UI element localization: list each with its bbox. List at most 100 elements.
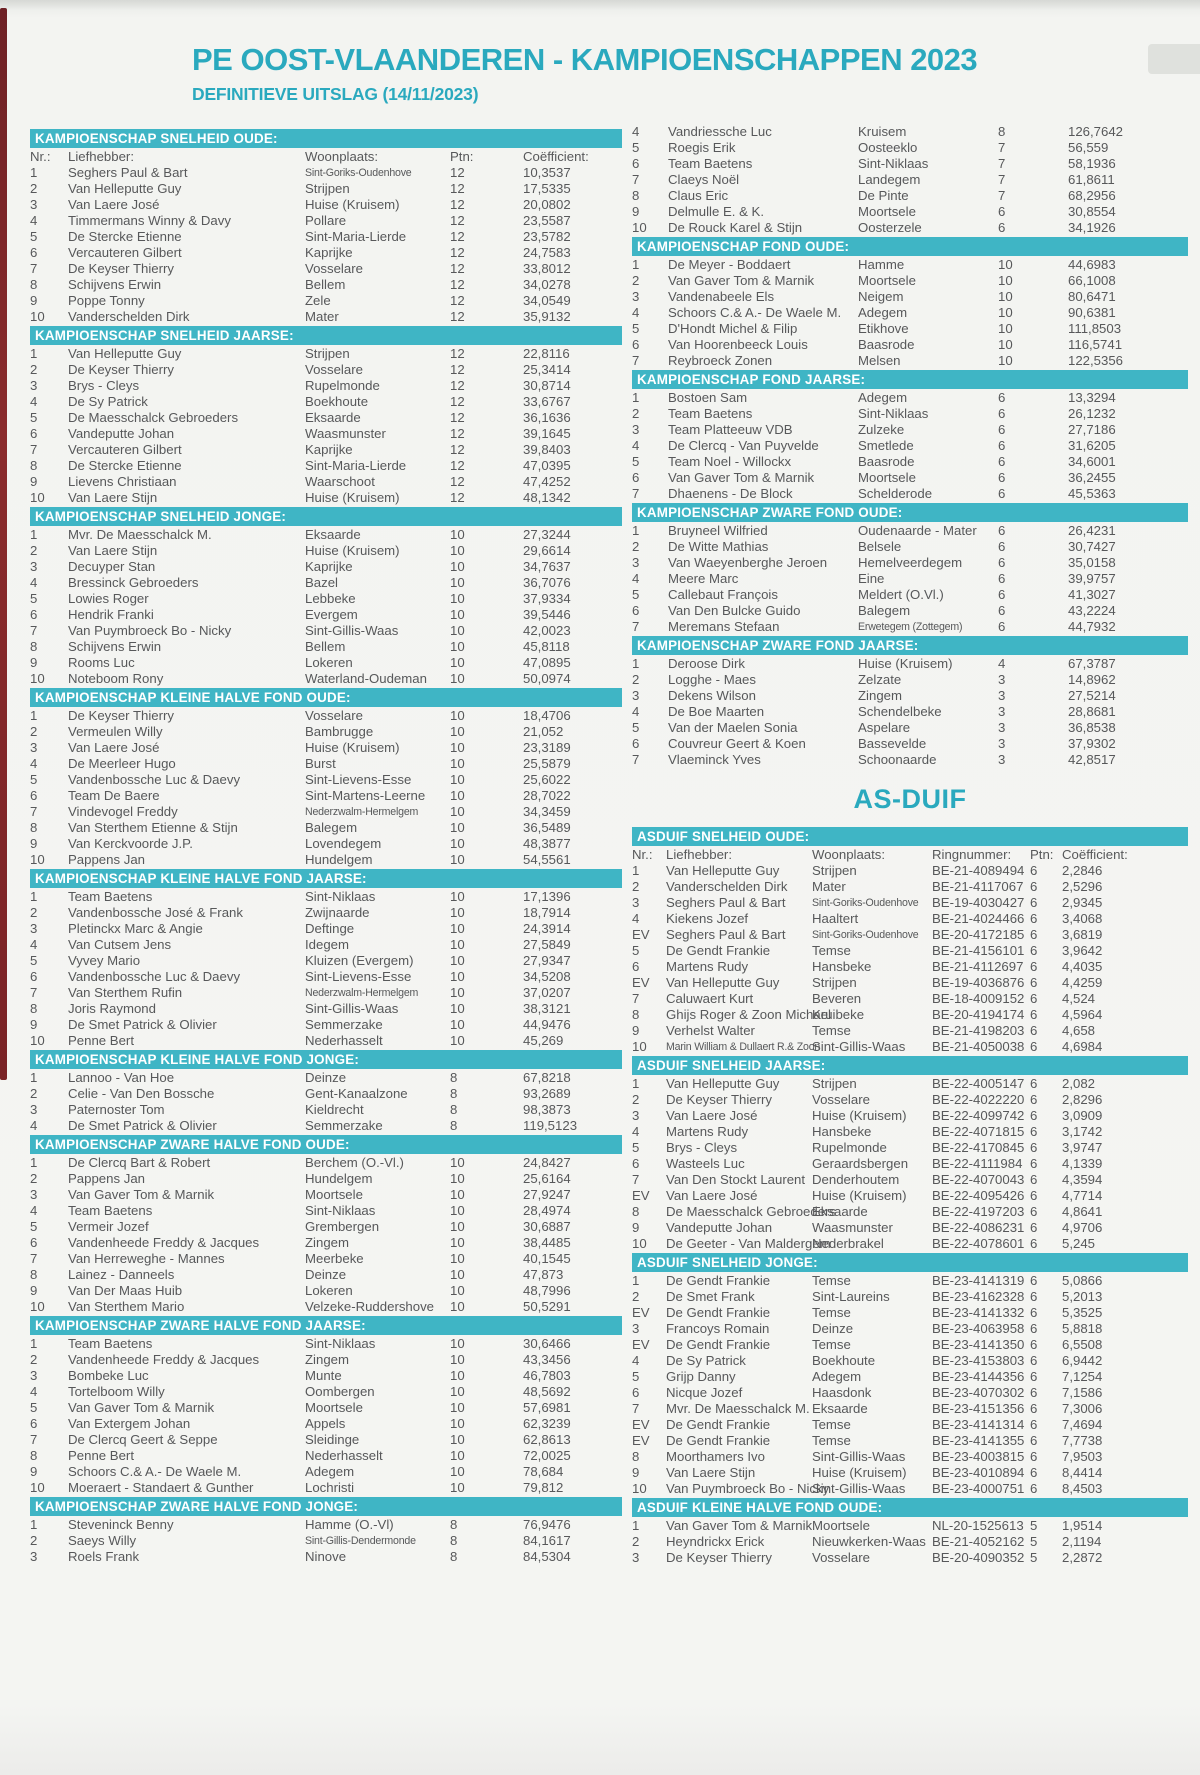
rank-cell: 2 bbox=[30, 1533, 38, 1548]
place-cell: Lokeren bbox=[305, 1283, 353, 1298]
place-cell: Hansbeke bbox=[812, 959, 872, 974]
rank-cell: 2 bbox=[632, 273, 640, 288]
championship-section: KAMPIOENSCHAP SNELHEID JONGE: 1 Mvr. De Ma… bbox=[30, 507, 622, 687]
table-row: 2 Van Helleputte Guy Strijpen 12 17,5335 bbox=[30, 181, 622, 197]
rank-cell: 5 bbox=[632, 454, 640, 469]
coef-cell: 72,0025 bbox=[523, 1448, 571, 1463]
section-header-band: KAMPIOENSCHAP FOND JAARSE: bbox=[632, 370, 1188, 389]
table-row: 8 De Stercke Etienne Sint-Maria-Lierde 12 47… bbox=[30, 458, 622, 474]
table-row: 9 Van Der Maas Huib Lokeren 10 48,7996 bbox=[30, 1283, 622, 1299]
table-row: 10 Marin William & Dullaert R.& Zoon Sint-… bbox=[632, 1039, 1188, 1055]
rank-cell: EV bbox=[632, 1305, 650, 1320]
table-row: 8 Moorthamers Ivo Sint-Gillis-Waas BE-23-40… bbox=[632, 1449, 1188, 1465]
table-row: 10 De Rouck Karel & Stijn Oosterzele 6 34,19… bbox=[632, 220, 1188, 236]
ptn-cell: 7 bbox=[998, 140, 1006, 155]
table-row: EV De Gendt Frankie Temse BE-23-4141355 6 7,7… bbox=[632, 1433, 1188, 1449]
table-row: 2 De Witte Mathias Belsele 6 30,7427 bbox=[632, 539, 1188, 555]
rank-cell: 9 bbox=[30, 1283, 38, 1298]
ring-cell: BE-22-4005147 bbox=[932, 1076, 1025, 1091]
place-cell: Sint-Gillis-Waas bbox=[812, 1039, 906, 1054]
table-row: 2 Vandenheede Freddy & Jacques Zingem 10 43,… bbox=[30, 1352, 622, 1368]
rank-cell: 5 bbox=[30, 772, 38, 787]
coef-cell: 39,1645 bbox=[523, 426, 571, 441]
coef-cell: 25,3414 bbox=[523, 362, 571, 377]
name-cell: Van Puymbroeck Bo - Nicky bbox=[68, 623, 232, 638]
table-row: 4 De Meerleer Hugo Burst 10 25,5879 bbox=[30, 756, 622, 772]
table-row: 7 Van Herreweghe - Mannes Meerbeke 10 40,154… bbox=[30, 1251, 622, 1267]
championship-section: ASDUIF KLEINE HALVE FOND OUDE: 1 Van Gaver… bbox=[632, 1498, 1188, 1566]
place-cell: Strijpen bbox=[305, 346, 350, 361]
ptn-cell: 6 bbox=[998, 619, 1006, 634]
table-row: 3 Decuyper Stan Kaprijke 10 34,7637 bbox=[30, 559, 622, 575]
name-cell: De Keyser Thierry bbox=[666, 1550, 773, 1565]
name-cell: Martens Rudy bbox=[666, 959, 749, 974]
section-header-band: ASDUIF KLEINE HALVE FOND OUDE: bbox=[632, 1498, 1188, 1517]
coef-cell: 66,1008 bbox=[1068, 273, 1116, 288]
ring-cell: BE-23-4151356 bbox=[932, 1401, 1025, 1416]
table-row: 4 Timmermans Winny & Davy Pollare 12 23,5587 bbox=[30, 213, 622, 229]
place-cell: Erwetegem (Zottegem) bbox=[858, 621, 963, 633]
table-row: 8 Schijvens Erwin Bellem 12 34,0278 bbox=[30, 277, 622, 293]
ptn-cell: 6 bbox=[1030, 1172, 1038, 1187]
coef-cell: 2,1194 bbox=[1062, 1534, 1102, 1549]
rank-cell: 8 bbox=[30, 1448, 38, 1463]
ptn-cell: 10 bbox=[450, 804, 465, 819]
rank-cell: 1 bbox=[632, 523, 640, 538]
ptn-cell: 6 bbox=[1030, 1076, 1038, 1091]
ptn-cell: 10 bbox=[450, 1352, 465, 1367]
rank-cell: 8 bbox=[30, 277, 38, 292]
ptn-cell: 7 bbox=[998, 172, 1006, 187]
name-cell: Pappens Jan bbox=[68, 1171, 145, 1186]
coef-cell: 41,3027 bbox=[1068, 587, 1116, 602]
name-cell: Noteboom Rony bbox=[68, 671, 164, 686]
name-cell: De Gendt Frankie bbox=[666, 1337, 771, 1352]
rank-cell: 2 bbox=[30, 905, 38, 920]
ring-cell: BE-22-4095426 bbox=[932, 1188, 1025, 1203]
championship-section: KAMPIOENSCHAP KLEINE HALVE FOND JAARSE: 1… bbox=[30, 869, 622, 1049]
place-cell: Idegem bbox=[305, 937, 349, 952]
coef-cell: 93,2689 bbox=[523, 1086, 571, 1101]
rank-cell: 1 bbox=[632, 656, 640, 671]
coef-cell: 23,5782 bbox=[523, 229, 571, 244]
ptn-cell: 6 bbox=[1030, 895, 1038, 910]
ring-cell: BE-23-4141350 bbox=[932, 1337, 1025, 1352]
place-cell: Temse bbox=[812, 1273, 851, 1288]
table-row: 10 Van Laere Stijn Huise (Kruisem) 12 48,134… bbox=[30, 490, 622, 506]
ptn-cell: 8 bbox=[450, 1118, 458, 1133]
place-cell: Bassevelde bbox=[858, 736, 927, 751]
name-cell: De Maesschalck Gebroeders bbox=[68, 410, 239, 425]
coef-cell: 29,6614 bbox=[523, 543, 571, 558]
table-row: 1 Bostoen Sam Adegem 6 13,3294 bbox=[632, 390, 1188, 406]
ptn-cell: 6 bbox=[1030, 1023, 1038, 1038]
name-cell: Bressinck Gebroeders bbox=[68, 575, 199, 590]
place-cell: Pollare bbox=[305, 213, 347, 228]
place-cell: Melsen bbox=[858, 353, 901, 368]
name-cell: Van Extergem Johan bbox=[68, 1416, 191, 1431]
table-row: 7 Van Den Stockt Laurent Denderhoutem BE-22… bbox=[632, 1172, 1188, 1188]
table-row: 2 Pappens Jan Hundelgem 10 25,6164 bbox=[30, 1171, 622, 1187]
table-row: 8 Schijvens Erwin Bellem 10 45,8118 bbox=[30, 639, 622, 655]
ptn-cell: 12 bbox=[450, 426, 465, 441]
rank-cell: 7 bbox=[30, 1251, 38, 1266]
table-row: 7 Mvr. De Maesschalck M. Eksaarde BE-23-415… bbox=[632, 1401, 1188, 1417]
name-cell: De Witte Mathias bbox=[668, 539, 769, 554]
ring-cell: BE-23-4070302 bbox=[932, 1385, 1025, 1400]
name-cell: Celie - Van Den Bossche bbox=[68, 1086, 215, 1101]
coef-cell: 122,5356 bbox=[1068, 353, 1124, 368]
place-cell: Sint-Niklaas bbox=[858, 156, 929, 171]
name-cell: De Keyser Thierry bbox=[68, 261, 175, 276]
coef-cell: 5,245 bbox=[1062, 1236, 1096, 1251]
name-cell: Van Den Bulcke Guido bbox=[668, 603, 801, 618]
table-row: 7 Vlaeminck Yves Schoonaarde 3 42,8517 bbox=[632, 752, 1188, 768]
ptn-cell: 10 bbox=[450, 905, 465, 920]
rank-cell: 4 bbox=[632, 124, 640, 139]
ptn-cell: 6 bbox=[998, 454, 1006, 469]
place-cell: Meldert (O.Vl.) bbox=[858, 587, 944, 602]
table-row: EV Van Laere José Huise (Kruisem) BE-22-409… bbox=[632, 1188, 1188, 1204]
rank-cell: 5 bbox=[30, 591, 38, 606]
rank-cell: 3 bbox=[30, 1102, 38, 1117]
ptn-cell: 6 bbox=[1030, 863, 1038, 878]
place-cell: Kaprijke bbox=[305, 559, 353, 574]
ptn-cell: 6 bbox=[998, 406, 1006, 421]
rank-cell: 5 bbox=[632, 943, 640, 958]
